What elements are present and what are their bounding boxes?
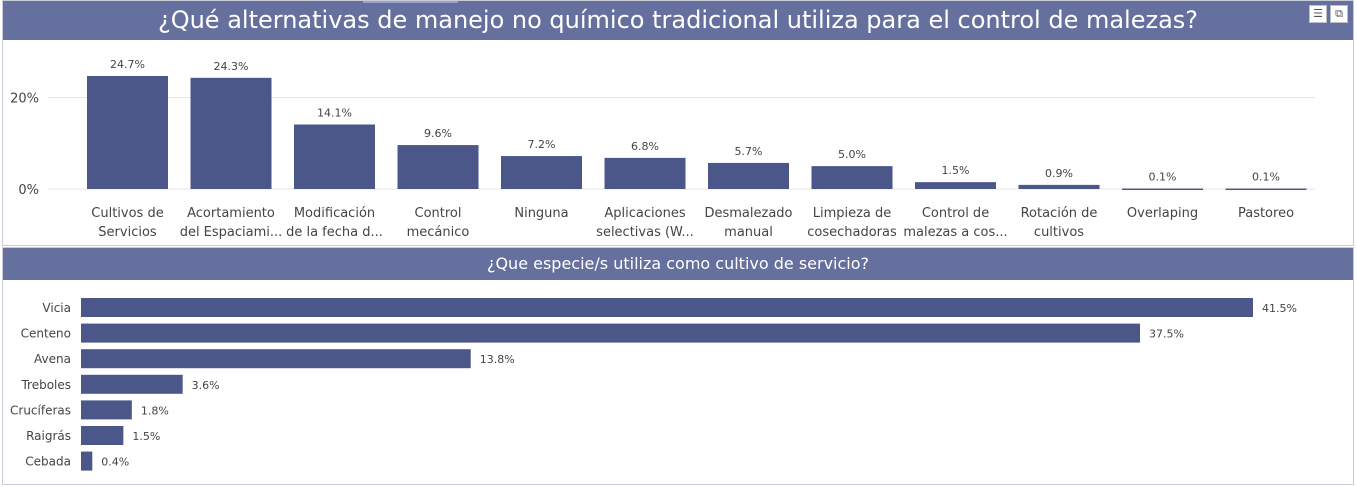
data-label: 14.1% (317, 106, 352, 119)
data-label: 24.3% (214, 60, 249, 73)
data-label: 5.0% (838, 148, 866, 161)
bar (190, 77, 272, 189)
bar (81, 426, 124, 445)
y-tick-label: Cebada (25, 455, 71, 469)
x-tick-label: mecánico (407, 225, 470, 240)
x-tick-label: de la fecha d... (286, 225, 383, 240)
chart-title-bottom: ¿Que especie/s utiliza como cultivo de s… (3, 248, 1353, 280)
data-label: 0.9% (1045, 167, 1073, 180)
bar (294, 124, 375, 189)
x-tick-label: malezas a cos... (903, 225, 1007, 240)
bar (915, 182, 996, 189)
bar (87, 76, 168, 189)
visual-bottom[interactable]: ¿Que especie/s utiliza como cultivo de s… (2, 247, 1354, 485)
bar (1018, 184, 1100, 189)
x-tick-label: Control de (922, 206, 989, 221)
x-tick-label: selectivas (W... (596, 225, 694, 240)
data-label: 0.1% (1149, 171, 1177, 184)
x-tick-label: cultivos (1034, 225, 1084, 240)
data-label: 9.6% (424, 127, 452, 140)
y-tick-label: Centeno (21, 327, 71, 341)
x-tick-label: Acortamiento (187, 206, 275, 221)
x-tick-label: Ninguna (514, 206, 568, 221)
data-label: 24.7% (110, 58, 145, 71)
bar (81, 400, 132, 420)
y-tick-label: Raigrás (26, 429, 71, 443)
x-tick-label: Overlaping (1127, 206, 1198, 221)
y-tick-label: Avena (34, 352, 71, 366)
data-label: 1.8% (141, 404, 169, 417)
horizontal-bar-chart: Vicia 41.5% Centeno 37.5% Avena 13.8% Treboles… (10, 298, 1297, 471)
data-label: 37.5% (1149, 328, 1184, 341)
x-tick-label: Aplicaciones (604, 206, 685, 221)
data-label: 1.5% (942, 164, 970, 177)
x-tick-label: Control (415, 206, 462, 221)
bar (81, 374, 183, 394)
chart-title-top: ¿Qué alternativas de manejo no químico t… (3, 1, 1353, 40)
x-tick-label: Pastoreo (1238, 206, 1294, 221)
bar (604, 157, 686, 189)
bar (81, 323, 1141, 343)
x-tick-label: manual (724, 225, 773, 240)
x-tick-label: Limpieza de (813, 206, 892, 221)
x-tick-label: Cultivos de (91, 206, 163, 221)
data-label: 0.1% (1252, 171, 1280, 184)
bar (811, 166, 893, 189)
y-tick-label: Treboles (20, 378, 71, 392)
bar (81, 298, 1253, 317)
x-tick-label: Rotación de (1021, 206, 1098, 221)
bar (397, 145, 479, 189)
bar (1225, 188, 1307, 191)
x-tick-label: del Espaciami... (180, 225, 283, 240)
bar (1122, 188, 1203, 191)
bar (501, 156, 582, 189)
vertical-bar-chart: 0% 20% 24.7% Cultivos de Servicios 24.3% Acort… (10, 58, 1315, 240)
x-tick-label: Modificación (294, 206, 375, 221)
bar (81, 349, 471, 369)
x-tick-label: Servicios (98, 225, 157, 240)
bar (81, 451, 93, 471)
top-accent-line (363, 1, 458, 3)
data-label: 0.4% (101, 456, 129, 469)
bar (708, 162, 789, 189)
data-label: 41.5% (1262, 302, 1297, 315)
data-label: 6.8% (631, 140, 659, 153)
data-label: 5.7% (735, 145, 763, 158)
data-label: 1.5% (132, 430, 160, 443)
data-label: 3.6% (192, 379, 220, 392)
y-tick-label: 0% (18, 183, 39, 198)
data-label: 13.8% (480, 353, 515, 366)
y-tick-label: 20% (10, 92, 39, 107)
visual-top[interactable]: ¿Qué alternativas de manejo no químico t… (2, 0, 1354, 246)
filter-icon[interactable]: ☰ (1309, 5, 1327, 23)
x-tick-label: cosechadoras (807, 225, 897, 240)
focus-mode-icon[interactable]: ⧉ (1330, 5, 1348, 23)
y-tick-label: Vicia (42, 301, 71, 315)
x-tick-label: Desmalezado (704, 206, 792, 221)
y-tick-label: Crucíferas (10, 403, 71, 417)
data-label: 7.2% (528, 138, 556, 151)
